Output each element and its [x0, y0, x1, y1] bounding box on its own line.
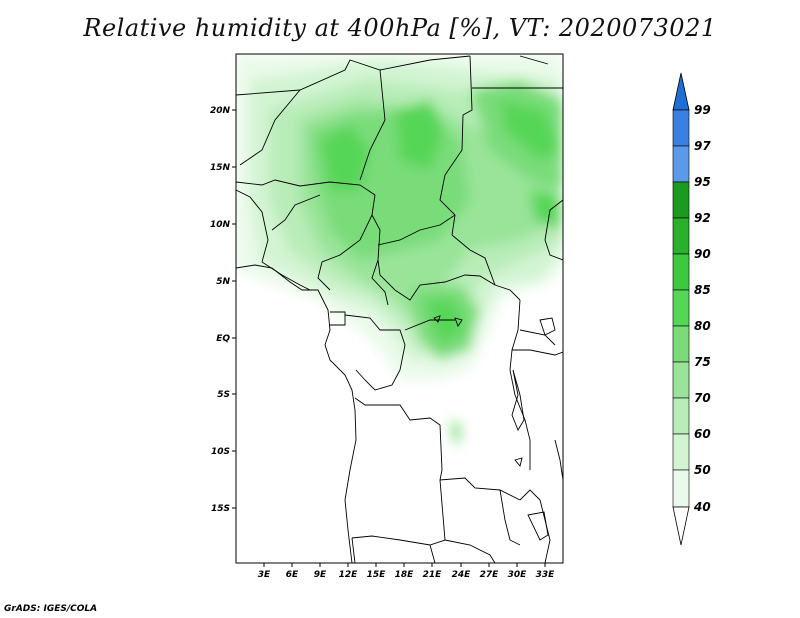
colorbar-swatch: [672, 145, 690, 183]
colorbar-swatch: [672, 109, 690, 147]
lat-axis: 20N 15N 10N 5N EQ 5S 10S 15S: [210, 106, 236, 514]
lat-tick-label: 20N: [210, 106, 231, 116]
colorbar-label: 50: [694, 463, 711, 477]
colorbar-swatch: [672, 325, 690, 363]
lat-tick-label: 5N: [216, 277, 230, 287]
map-title: Relative humidity at 400hPa [%], VT: 202…: [83, 14, 717, 42]
colorbar-label: 60: [694, 427, 711, 441]
lat-tick-label: 5S: [217, 390, 230, 400]
colorbar-label: 80: [694, 319, 711, 333]
colorbar-label: 95: [694, 175, 711, 189]
colorbar-label: 99: [694, 103, 711, 117]
lon-tick-label: 21E: [423, 570, 443, 580]
country-borders: [236, 55, 563, 563]
lat-tick-label: 15N: [210, 163, 231, 173]
colorbar: 99 97 95 92 90 85 80 75 70 60 50 40: [672, 72, 711, 546]
lon-tick-label: 3E: [258, 570, 271, 580]
map-frame: [235, 53, 564, 564]
lon-tick-label: 33E: [536, 570, 556, 580]
colorbar-swatch: [672, 217, 690, 255]
lat-tick-label: EQ: [216, 334, 230, 344]
colorbar-label: 90: [694, 247, 711, 261]
colorbar-swatch: [672, 433, 690, 471]
colorbar-bottom-arrow: [672, 506, 690, 546]
lon-tick-label: 18E: [395, 570, 415, 580]
lat-tick-label: 10N: [210, 220, 231, 230]
lat-tick-label: 10S: [211, 447, 230, 457]
colorbar-label: 97: [694, 139, 711, 153]
colorbar-label: 92: [694, 211, 711, 225]
lon-tick-label: 30E: [508, 570, 528, 580]
lon-tick-label: 15E: [367, 570, 387, 580]
colorbar-swatch: [672, 469, 690, 508]
lon-tick-label: 9E: [314, 570, 327, 580]
colorbar-top-arrow: [672, 72, 690, 111]
colorbar-swatch: [672, 181, 690, 219]
lon-tick-label: 12E: [339, 570, 359, 580]
lat-tick-label: 15S: [211, 504, 230, 514]
colorbar-swatch: [672, 289, 690, 327]
colorbar-label: 70: [694, 391, 711, 405]
colorbar-swatch: [672, 253, 690, 291]
colorbar-swatch: [672, 361, 690, 399]
credit-text: GrADS: IGES/COLA: [4, 604, 98, 614]
lon-tick-label: 24E: [452, 570, 472, 580]
lon-tick-label: 27E: [480, 570, 500, 580]
lon-axis: 3E 6E 9E 12E 15E 18E 21E 24E 27E 30E 33E: [258, 563, 555, 580]
humidity-shading: [236, 54, 563, 445]
lakes: [433, 315, 556, 541]
colorbar-label: 40: [693, 500, 711, 514]
colorbar-swatch: [672, 397, 690, 435]
lon-tick-label: 6E: [286, 570, 299, 580]
colorbar-label: 85: [694, 283, 711, 297]
colorbar-label: 75: [694, 355, 711, 369]
